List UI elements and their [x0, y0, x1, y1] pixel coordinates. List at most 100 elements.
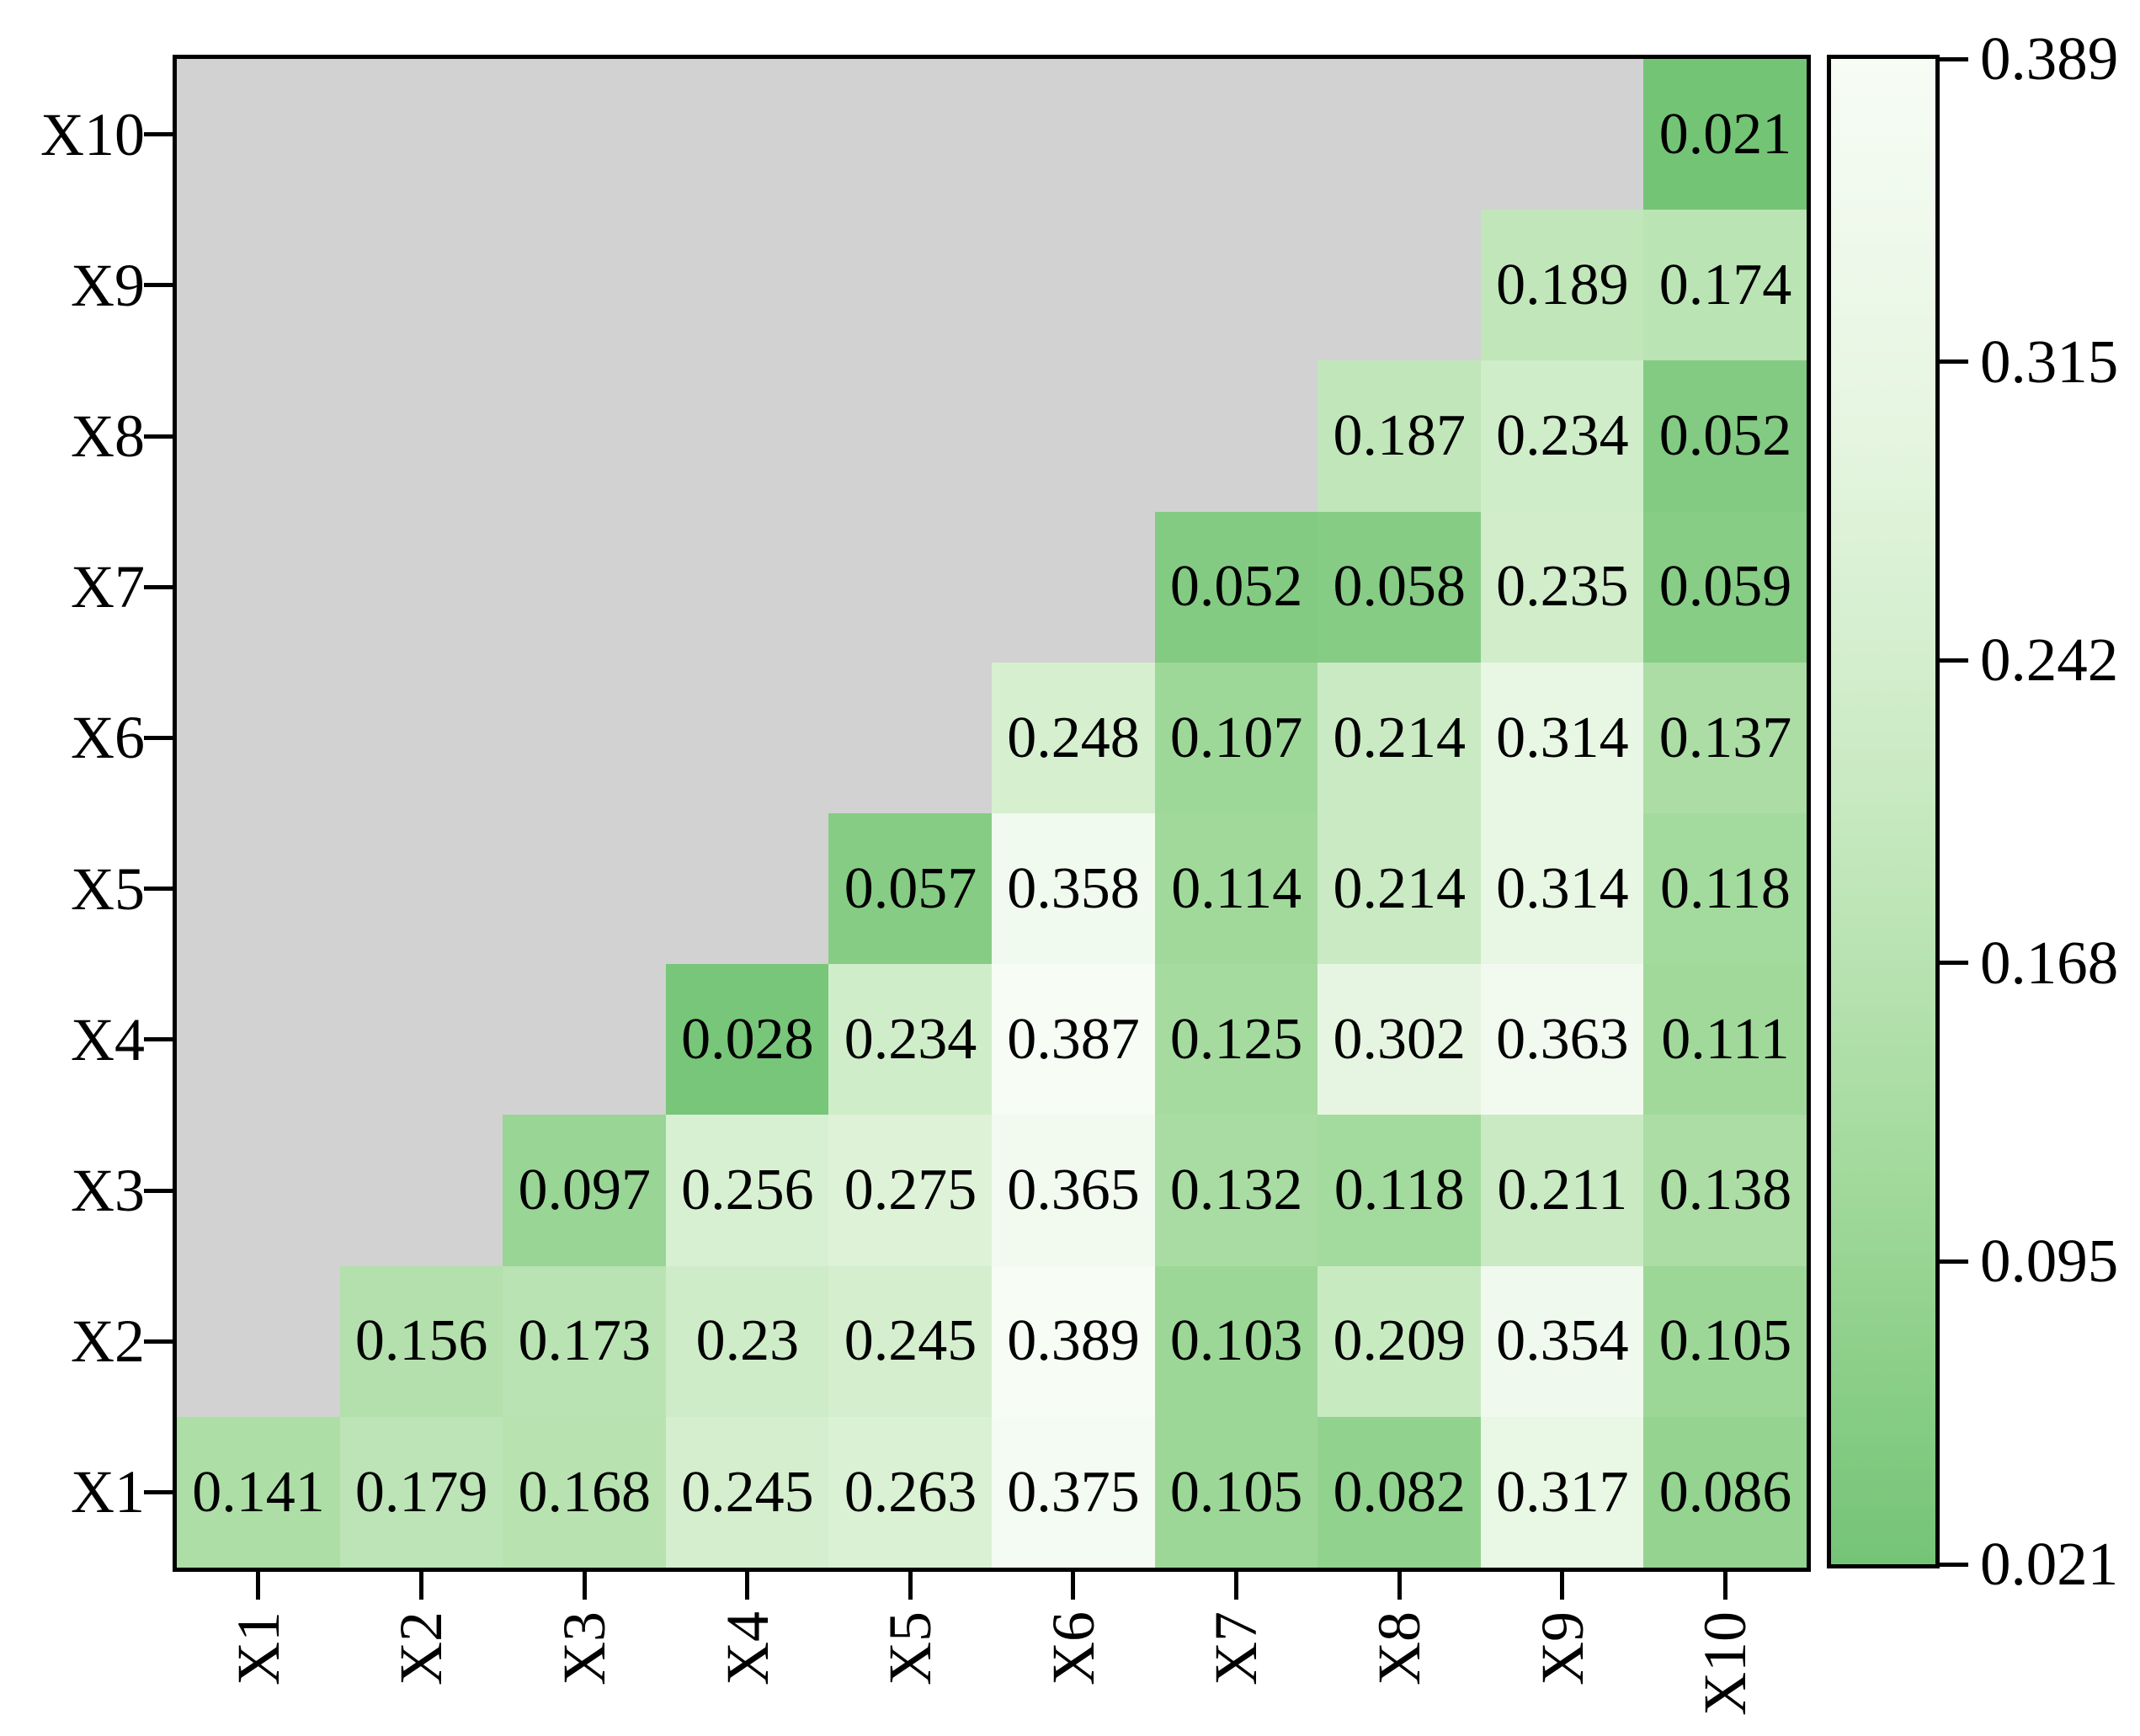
y-tick-mark: [144, 132, 173, 137]
heatmap-cell: 0.118: [1318, 1115, 1482, 1267]
heatmap-cell: 0.189: [1480, 210, 1644, 361]
x-tick-mark: [582, 1572, 587, 1600]
heatmap-cell: 0.132: [1154, 1115, 1318, 1267]
y-tick-mark: [144, 1188, 173, 1193]
colorbar-tick-mark: [1940, 1259, 1968, 1264]
heatmap-cell: 0.214: [1318, 662, 1482, 814]
x-tick-label: X8: [1365, 1611, 1433, 1685]
heatmap-cell: 0.052: [1154, 511, 1318, 663]
heatmap-cell: 0.021: [1643, 59, 1807, 210]
x-tick-label: X10: [1691, 1611, 1759, 1716]
heatmap-cell: 0.275: [828, 1115, 993, 1267]
heatmap-cell: 0.179: [339, 1416, 503, 1568]
heatmap-cell: 0.105: [1154, 1416, 1318, 1568]
x-tick-mark: [1722, 1572, 1727, 1600]
y-tick-label: X4: [71, 1005, 145, 1073]
heatmap-cell: 0.052: [1643, 360, 1807, 513]
heatmap-cell: 0.173: [503, 1265, 667, 1418]
heatmap-cell: 0.097: [503, 1115, 667, 1267]
heatmap-cell: 0.363: [1480, 964, 1644, 1116]
heatmap-cell: 0.156: [339, 1265, 503, 1418]
x-tick-label: X1: [224, 1611, 292, 1685]
colorbar-tick-label: 0.168: [1980, 928, 2119, 997]
colorbar-tick-mark: [1940, 658, 1968, 663]
x-tick-mark: [745, 1572, 750, 1600]
colorbar-tick-label: 0.021: [1980, 1530, 2119, 1598]
y-tick-label: X7: [71, 553, 145, 621]
heatmap-cell: 0.138: [1643, 1115, 1807, 1267]
y-tick-mark: [144, 735, 173, 740]
x-tick-mark: [1071, 1572, 1076, 1600]
colorbar-tick-mark: [1940, 961, 1968, 966]
heatmap-cell: 0.317: [1480, 1416, 1644, 1568]
heatmap-cell: 0.387: [992, 964, 1156, 1116]
heatmap-cell: 0.058: [1318, 511, 1482, 663]
x-tick-label: X2: [387, 1611, 455, 1685]
x-tick-mark: [1397, 1572, 1402, 1600]
x-tick-label: X3: [551, 1611, 618, 1685]
y-tick-label: X1: [71, 1458, 145, 1526]
colorbar: [1827, 55, 1940, 1568]
heatmap-cell: 0.103: [1154, 1265, 1318, 1418]
heatmap-cell: 0.209: [1318, 1265, 1482, 1418]
heatmap-cell: 0.375: [992, 1416, 1156, 1568]
y-tick-mark: [144, 283, 173, 288]
heatmap-cell: 0.389: [992, 1265, 1156, 1418]
heatmap-cell: 0.314: [1480, 813, 1644, 965]
heatmap-cell: 0.028: [665, 964, 829, 1116]
x-tick-label: X4: [713, 1611, 781, 1685]
colorbar-tick-label: 0.242: [1980, 626, 2119, 695]
heatmap-cell: 0.086: [1643, 1416, 1807, 1568]
heatmap-cell: 0.256: [665, 1115, 829, 1267]
heatmap-cell: 0.214: [1318, 813, 1482, 965]
heatmap-cell: 0.059: [1643, 511, 1807, 663]
y-tick-label: X2: [71, 1307, 145, 1376]
heatmap-cell: 0.234: [1480, 360, 1644, 513]
y-tick-label: X9: [71, 251, 145, 319]
heatmap-cell: 0.248: [992, 662, 1156, 814]
heatmap-cell: 0.114: [1154, 813, 1318, 965]
heatmap-cell: 0.302: [1318, 964, 1482, 1116]
heatmap-cell: 0.358: [992, 813, 1156, 965]
heatmap-cell: 0.057: [828, 813, 993, 965]
heatmap-cell: 0.141: [177, 1416, 341, 1568]
heatmap-cell: 0.23: [665, 1265, 829, 1418]
colorbar-tick-label: 0.389: [1980, 24, 2119, 93]
x-tick-mark: [1233, 1572, 1238, 1600]
y-tick-label: X10: [40, 100, 145, 168]
heatmap-cell: 0.245: [665, 1416, 829, 1568]
y-tick-mark: [144, 1037, 173, 1042]
x-tick-label: X5: [876, 1611, 945, 1685]
y-tick-label: X8: [71, 402, 145, 470]
heatmap-cell: 0.263: [828, 1416, 993, 1568]
x-tick-label: X9: [1528, 1611, 1596, 1685]
x-tick-mark: [256, 1572, 261, 1600]
x-tick-label: X7: [1202, 1611, 1270, 1685]
y-tick-mark: [144, 1339, 173, 1344]
x-tick-mark: [908, 1572, 913, 1600]
x-tick-mark: [418, 1572, 423, 1600]
y-tick-mark: [144, 1489, 173, 1494]
heatmap-cell: 0.118: [1643, 813, 1807, 965]
heatmap-cell: 0.105: [1643, 1265, 1807, 1418]
heatmap-cell: 0.082: [1318, 1416, 1482, 1568]
colorbar-tick-label: 0.315: [1980, 327, 2119, 396]
heatmap-cell: 0.111: [1643, 964, 1807, 1116]
y-tick-mark: [144, 887, 173, 892]
heatmap-cell: 0.245: [828, 1265, 993, 1418]
heatmap-cell: 0.125: [1154, 964, 1318, 1116]
heatmap-cell: 0.107: [1154, 662, 1318, 814]
heatmap-cell: 0.235: [1480, 511, 1644, 663]
heatmap-cell: 0.234: [828, 964, 993, 1116]
colorbar-tick-label: 0.095: [1980, 1227, 2119, 1296]
colorbar-tick-mark: [1940, 1562, 1968, 1567]
heatmap-cell: 0.168: [503, 1416, 667, 1568]
colorbar-tick-mark: [1940, 56, 1968, 61]
x-tick-label: X6: [1039, 1611, 1107, 1685]
heatmap-cell: 0.174: [1643, 210, 1807, 361]
x-tick-mark: [1560, 1572, 1565, 1600]
heatmap-cell: 0.314: [1480, 662, 1644, 814]
heatmap-cell: 0.137: [1643, 662, 1807, 814]
y-tick-label: X3: [71, 1157, 145, 1224]
